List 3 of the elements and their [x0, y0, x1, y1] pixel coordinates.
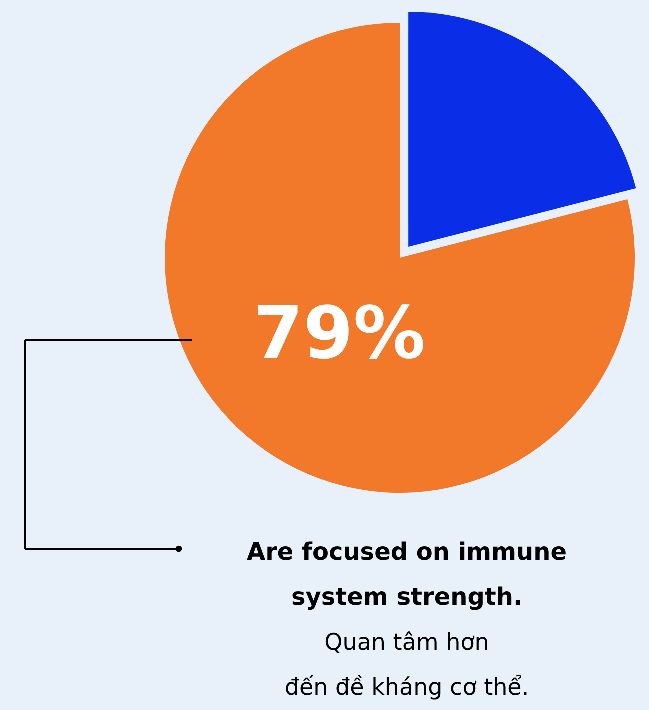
- text: Are focused on immune system strength.: [246, 538, 568, 611]
- data-label: 79%: [253, 290, 426, 375]
- text: Quan tâm hơn đến đề kháng cơ thể.: [284, 630, 530, 701]
